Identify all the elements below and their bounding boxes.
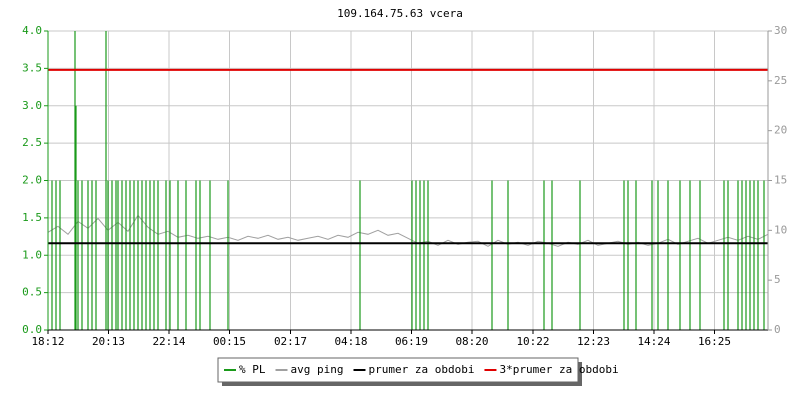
y2-tick-label: 10 (774, 223, 787, 236)
legend-label: avg ping (291, 363, 344, 376)
y2-tick-label: 25 (774, 74, 787, 87)
axes: 0.0 0.5 1.0 1.5 2.0 2.5 3.0 3.5 4.0 0 5 10 15 20 25 30 1… (22, 24, 787, 348)
x-tick-label: 02:17 (274, 335, 307, 348)
y-tick-label: 0.0 (22, 323, 42, 336)
x-tick-label: 04:18 (334, 335, 367, 348)
x-tick-label: 00:15 (213, 335, 246, 348)
legend-label: prumer za obdobi (368, 363, 474, 376)
y-tick-label: 0.5 (22, 286, 42, 299)
x-tick-label: 14:24 (637, 335, 670, 348)
y-tick-label: 3.5 (22, 61, 42, 74)
x-tick-label: 08:20 (455, 335, 488, 348)
y2-tick-label: 15 (774, 174, 787, 187)
x-tick-label: 16:25 (698, 335, 731, 348)
y-tick-label: 4.0 (22, 24, 42, 37)
y2-tick-label: 20 (774, 124, 787, 137)
y-tick-label: 1.0 (22, 248, 42, 261)
ping-line (47, 214, 769, 247)
y-tick-label: 2.5 (22, 136, 42, 149)
x-tick-label: 10:22 (516, 335, 549, 348)
y-tick-label: 2.0 (22, 174, 42, 187)
y2-tick-label: 0 (774, 323, 781, 336)
y2-tick-label: 5 (774, 273, 781, 286)
plot (47, 31, 769, 330)
y-tick-label: 1.5 (22, 211, 42, 224)
y-tick-label: 3.0 (22, 99, 42, 112)
chart-title: 109.164.75.63 vcera (337, 7, 463, 20)
x-tick-label: 06:19 (395, 335, 428, 348)
legend: % PL avg ping prumer za obdobi 3*prumer za … (217, 357, 619, 386)
legend-label: % PL (239, 363, 266, 376)
x-tick-label: 22:14 (152, 335, 185, 348)
legend-label: 3*prumer za obdobi (499, 363, 618, 376)
x-tick-label: 18:12 (31, 335, 64, 348)
legend-box (217, 357, 579, 383)
y2-tick-label: 30 (774, 24, 787, 37)
x-tick-label: 20:13 (92, 335, 125, 348)
x-tick-label: 12:23 (577, 335, 610, 348)
